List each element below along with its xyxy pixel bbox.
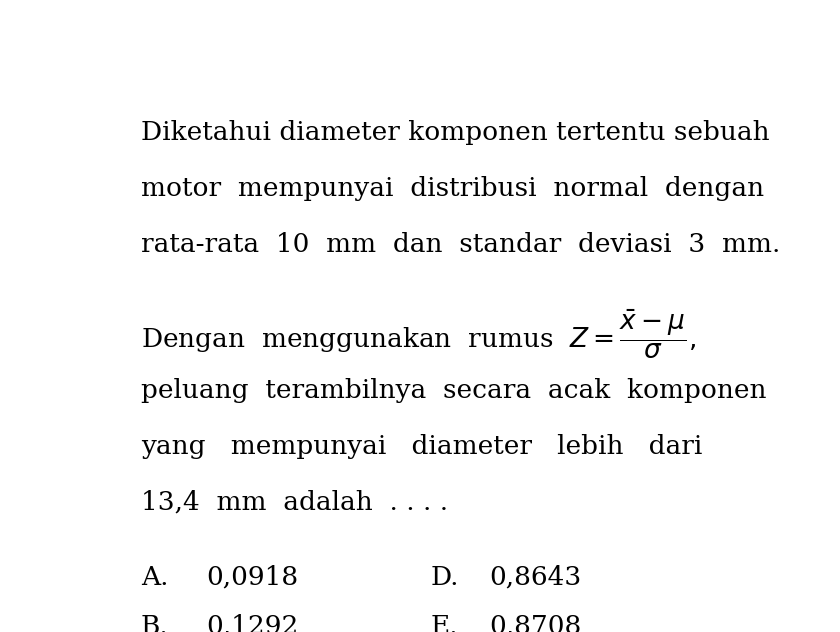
Text: 0,8643: 0,8643 <box>489 565 581 590</box>
Text: Diketahui diameter komponen tertentu sebuah: Diketahui diameter komponen tertentu seb… <box>141 119 769 145</box>
Text: E.: E. <box>431 614 458 632</box>
Text: motor  mempunyai  distribusi  normal  dengan: motor mempunyai distribusi normal dengan <box>141 176 764 200</box>
Text: peluang  terambilnya  secara  acak  komponen: peluang terambilnya secara acak komponen <box>141 377 766 403</box>
Text: B.: B. <box>141 614 169 632</box>
Text: Dengan  menggunakan  rumus  $Z = \dfrac{\bar{x} - \mu}{\sigma},$: Dengan menggunakan rumus $Z = \dfrac{\ba… <box>141 307 696 361</box>
Text: 0,8708: 0,8708 <box>489 614 581 632</box>
Text: 13,4  mm  adalah  . . . .: 13,4 mm adalah . . . . <box>141 489 448 514</box>
Text: rata-rata  10  mm  dan  standar  deviasi  3  mm.: rata-rata 10 mm dan standar deviasi 3 mm… <box>141 231 780 257</box>
Text: yang   mempunyai   diameter   lebih   dari: yang mempunyai diameter lebih dari <box>141 434 702 459</box>
Text: 0,1292: 0,1292 <box>206 614 298 632</box>
Text: 0,0918: 0,0918 <box>206 565 298 590</box>
Text: A.: A. <box>141 565 168 590</box>
Text: D.: D. <box>431 565 459 590</box>
